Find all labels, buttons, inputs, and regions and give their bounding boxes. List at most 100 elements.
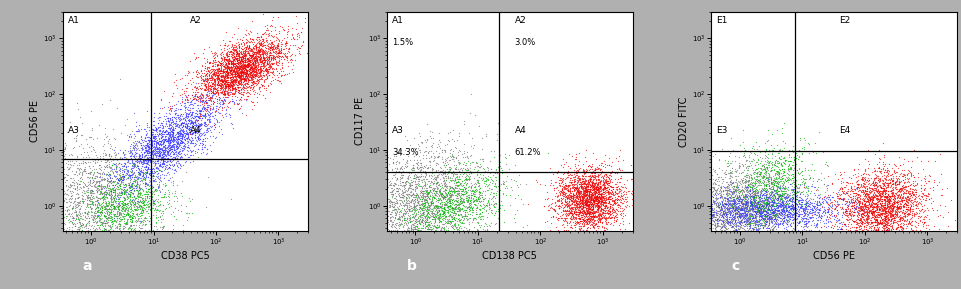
Point (234, 64, 250, 68)
Point (233, 79, 248, 84)
Point (734, 127, 750, 132)
Point (587, 186, 603, 190)
Point (850, 206, 865, 211)
Point (161, 136, 177, 141)
Point (136, 162, 151, 166)
Point (215, 92, 231, 97)
Point (586, 197, 602, 202)
Point (98, 214, 113, 218)
Point (170, 136, 185, 141)
Point (794, 196, 809, 201)
Point (429, 223, 444, 227)
Point (743, 201, 758, 205)
Point (98, 199, 113, 204)
Point (245, 56, 260, 61)
Point (431, 150, 446, 155)
Point (798, 205, 813, 210)
Point (212, 91, 228, 95)
Point (248, 81, 263, 85)
Point (163, 134, 179, 139)
Point (554, 185, 570, 190)
Point (161, 136, 177, 140)
Point (752, 203, 767, 208)
Point (863, 169, 878, 174)
Point (86, 161, 102, 165)
Point (881, 228, 897, 232)
Point (83, 209, 98, 214)
Point (877, 209, 893, 213)
Point (397, 186, 412, 191)
Point (215, 69, 231, 74)
Point (254, 59, 269, 63)
Point (133, 153, 148, 158)
Point (709, 201, 725, 205)
Point (245, 61, 260, 66)
Point (718, 188, 733, 193)
Point (417, 214, 432, 218)
Point (890, 166, 905, 171)
Point (148, 153, 163, 158)
Point (151, 135, 166, 140)
Point (104, 162, 119, 167)
Point (878, 180, 894, 185)
Point (584, 214, 600, 218)
Point (84, 188, 99, 192)
Point (866, 193, 881, 198)
Point (864, 186, 879, 191)
Point (199, 60, 214, 64)
Point (737, 201, 752, 205)
Point (447, 183, 462, 188)
Point (153, 97, 168, 101)
Point (198, 93, 213, 98)
Point (171, 141, 186, 146)
Point (244, 59, 259, 63)
Point (259, 58, 274, 62)
Point (592, 189, 607, 194)
Point (579, 210, 594, 215)
Point (232, 75, 247, 80)
Point (415, 153, 431, 157)
Point (188, 55, 204, 60)
Point (766, 187, 781, 192)
Point (69, 188, 85, 192)
Point (245, 61, 260, 66)
Point (442, 184, 457, 189)
Point (232, 45, 247, 50)
Point (738, 209, 753, 214)
Point (443, 193, 458, 198)
Point (405, 191, 420, 196)
Point (409, 212, 425, 216)
Point (62, 227, 77, 231)
Point (116, 195, 132, 199)
Point (86, 203, 102, 208)
Point (550, 169, 565, 174)
Point (725, 204, 740, 209)
Point (875, 206, 890, 211)
Point (132, 192, 147, 196)
Point (798, 216, 813, 221)
Point (446, 180, 461, 185)
Point (575, 217, 590, 222)
Point (775, 178, 790, 183)
Point (441, 193, 456, 197)
Point (111, 192, 127, 197)
Point (260, 66, 276, 71)
Point (235, 58, 251, 62)
Point (895, 191, 910, 195)
Point (272, 53, 287, 58)
Point (724, 191, 739, 196)
Point (169, 130, 185, 134)
Point (855, 212, 871, 217)
Point (74, 186, 89, 190)
Point (225, 55, 240, 59)
Point (251, 50, 266, 54)
Point (132, 187, 147, 192)
Point (228, 65, 243, 70)
Point (164, 175, 180, 179)
Point (234, 77, 249, 81)
Point (554, 194, 570, 199)
Point (873, 167, 888, 171)
Point (140, 181, 156, 186)
Point (216, 56, 232, 61)
Point (208, 70, 223, 75)
